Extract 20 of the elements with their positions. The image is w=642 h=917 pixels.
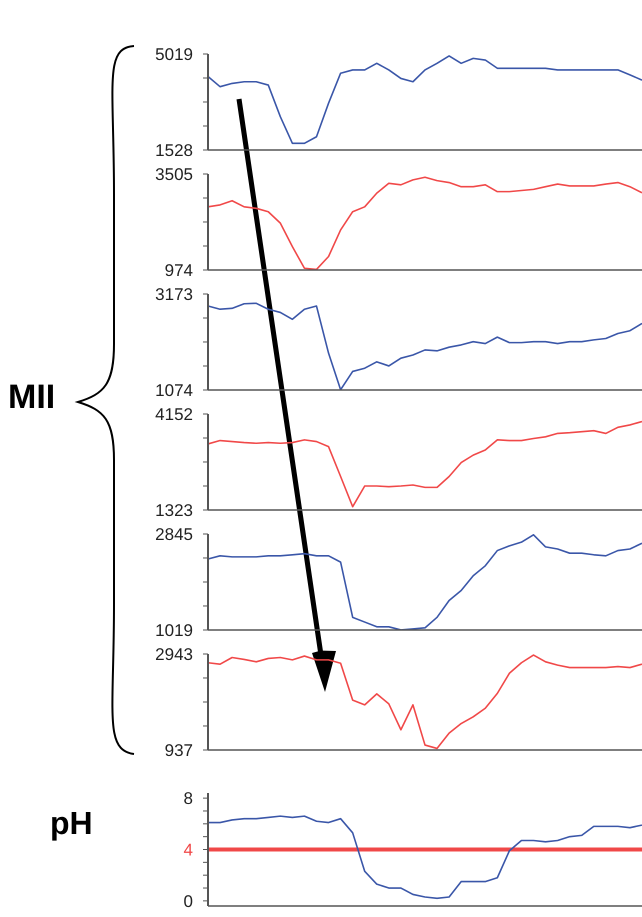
y-tick-label: 974 (164, 261, 193, 280)
y-tick-label: 1323 (155, 501, 193, 520)
y-tick-label: 2845 (155, 525, 193, 544)
y-tick-label: 937 (164, 741, 193, 760)
y-tick-label: 4152 (155, 405, 193, 424)
y-tick-label: 3505 (155, 165, 193, 184)
line-series (207, 55, 642, 144)
y-tick-label: 3173 (155, 285, 193, 304)
y-tick-label: 8 (184, 789, 193, 808)
y-tick-label: 0 (184, 892, 193, 911)
y-tick-label: 5019 (155, 45, 193, 64)
line-series (207, 420, 642, 508)
line-series (207, 815, 642, 900)
y-tick-label: 1074 (155, 381, 193, 400)
y-tick-label: 2943 (155, 645, 193, 664)
y-tick-label: 1019 (155, 621, 193, 640)
text: MII (8, 378, 56, 416)
y-axis-title: pH (50, 805, 93, 842)
y-tick-label: 4 (184, 840, 193, 860)
y-tick-label: 1528 (155, 141, 193, 160)
